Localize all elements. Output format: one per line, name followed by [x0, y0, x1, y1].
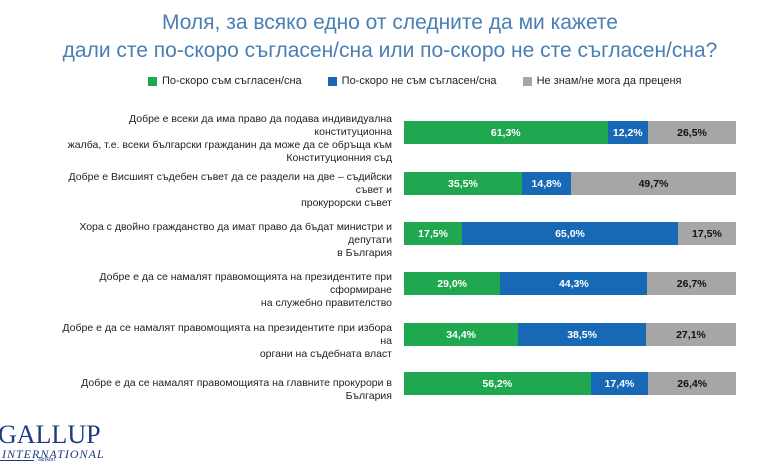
bar-segment: 35,5%	[404, 172, 522, 195]
bar-segment: 12,2%	[607, 121, 648, 144]
bar-segment: 17,4%	[590, 372, 649, 395]
legend-item-agree: По-скоро съм съгласен/сна	[148, 75, 302, 87]
bar-segment: 38,5%	[518, 323, 646, 346]
row-label-line: органи на съдебната власт	[259, 347, 392, 360]
bar-segment: 61,3%	[404, 121, 608, 144]
bar-segment: 29,0%	[404, 272, 501, 295]
row-label-line: прокурорски съвет	[301, 196, 392, 209]
stacked-bar: 56,2% 17,4% 26,4%	[404, 372, 736, 395]
bar-segment: 65,0%	[462, 222, 678, 245]
stacked-bar: 17,5% 65,0% 17,5%	[404, 222, 736, 245]
bar-segment: 34,4%	[404, 323, 519, 346]
row-label: Добре е всеки да има право да подава инд…	[60, 113, 392, 165]
row-label-line: Добре е всеки да има право да подава инд…	[129, 113, 392, 138]
legend-label-agree: По-скоро съм съгласен/сна	[162, 75, 302, 87]
row-label-line: Добре е Висшият съдебен съвет да се разд…	[68, 170, 392, 196]
chart-title-line-2: дали сте по-скоро съгласен/сна или по-ск…	[62, 39, 718, 62]
bar-segment: 49,7%	[570, 172, 736, 195]
bar-segment: 17,5%	[677, 222, 736, 245]
bar-segment: 14,8%	[521, 172, 571, 195]
bar-segment: 26,4%	[648, 372, 736, 395]
row-label-line: Добре е да се намалят правомощията на гл…	[81, 377, 392, 402]
row-label: Добре е да се намалят правомощията на пр…	[60, 271, 392, 310]
row-label: Добре е да се намалят правомощията на пр…	[60, 322, 392, 361]
logo-rule	[0, 460, 34, 461]
stacked-bar: 34,4% 38,5% 27,1%	[404, 323, 736, 346]
bar-segment: 27,1%	[645, 323, 736, 346]
legend-item-dont-know: Не знам/не мога да преценя	[522, 75, 682, 87]
logo-wordmark: GALLUP	[0, 420, 101, 449]
bar-segment: 26,7%	[647, 272, 736, 295]
stacked-bar: 29,0% 44,3% 26,7%	[404, 272, 736, 295]
bar-segment: 44,3%	[500, 272, 648, 295]
logo-tagline: Balkan	[38, 457, 55, 463]
stacked-bar: 61,3% 12,2% 26,5%	[404, 121, 736, 144]
row-label: Хора с двойно гражданство да имат право …	[60, 221, 392, 260]
legend-swatch-dont-know	[522, 76, 532, 86]
bar-segment: 17,5%	[404, 222, 463, 245]
bar-segment: 56,2%	[404, 372, 591, 395]
row-label-line: Конституционния съд	[286, 152, 392, 164]
legend-label-disagree: По-скоро не съм съгласен/сна	[341, 75, 497, 87]
row-label-line: Добре е да се намалят правомощията на пр…	[99, 270, 392, 296]
row-label-line: жалба, т.е. всеки български гражданин да…	[67, 139, 392, 151]
logo-subtitle: INTERNATIONAL	[2, 447, 105, 461]
row-label-line: Добре е да се намалят правомощията на пр…	[62, 321, 392, 347]
legend-swatch-disagree	[327, 76, 337, 86]
row-label-line: в България	[337, 246, 392, 259]
bar-segment: 26,5%	[648, 121, 736, 144]
row-label-line: на служебно правителство	[260, 296, 392, 309]
legend-swatch-agree	[148, 76, 157, 86]
row-label: Добре е Висшият съдебен съвет да се разд…	[60, 171, 392, 210]
legend-label-dont-know: Не знам/не мога да преценя	[536, 75, 682, 87]
row-label: Добре е да се намалят правомощията на гл…	[60, 377, 392, 403]
legend-item-disagree: По-скоро не съм съгласен/сна	[327, 75, 497, 87]
stacked-bar: 35,5% 14,8% 49,7%	[404, 172, 736, 195]
row-label-line: Хора с двойно гражданство да имат право …	[79, 220, 392, 246]
gallup-logo: GALLUP INTERNATIONAL Balkan	[0, 420, 120, 470]
legend: По-скоро съм съгласен/сна По-скоро не съ…	[148, 75, 708, 87]
chart-title-line-1: Моля, за всяко едно от следните да ми ка…	[161, 11, 618, 34]
